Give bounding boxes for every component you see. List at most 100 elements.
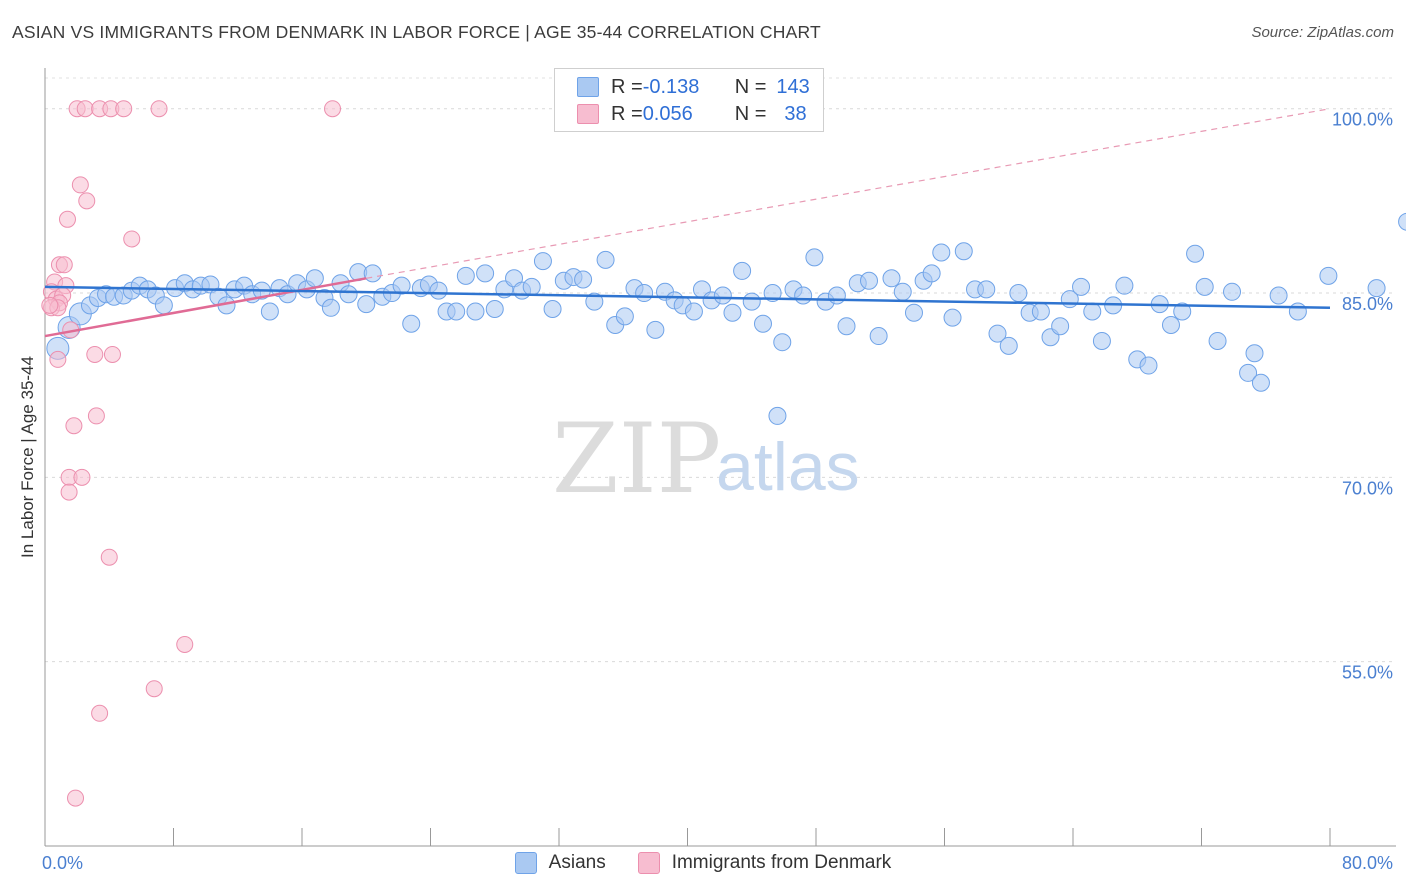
asians-point — [1239, 363, 1258, 382]
asians-point — [1031, 302, 1050, 321]
asians-point — [1223, 282, 1242, 301]
series-legend-asians[interactable]: Asians — [514, 852, 606, 874]
denmark-point — [58, 210, 76, 228]
denmark-point — [67, 789, 85, 807]
denmark-point — [76, 100, 94, 118]
asians-point — [357, 295, 376, 314]
asians-point — [1009, 284, 1028, 303]
asians-point — [402, 314, 421, 333]
denmark-point — [49, 350, 67, 368]
asians-point — [999, 336, 1018, 355]
asians-point — [260, 302, 279, 321]
asians-point — [1083, 302, 1102, 321]
denmark-point — [86, 345, 104, 363]
asians-point — [742, 292, 761, 311]
y-tick-label: 100.0% — [1332, 110, 1393, 130]
asians-point — [713, 286, 732, 305]
legend-r-label: R = — [611, 75, 643, 98]
asians-trend-line — [44, 285, 1331, 310]
gridlines — [45, 77, 1396, 663]
watermark: ZIP atlas — [552, 403, 860, 515]
asians-point — [456, 266, 475, 285]
asians-point — [522, 277, 541, 296]
asians-point — [684, 302, 703, 321]
asians-point — [1092, 331, 1111, 350]
asians-point — [827, 286, 846, 305]
x-tick-label: 80.0% — [1342, 853, 1393, 873]
asians-points — [46, 212, 1406, 425]
denmark-point — [123, 230, 141, 248]
denmark-point — [176, 635, 194, 653]
asians-point — [1251, 373, 1270, 392]
asians-point — [1269, 286, 1288, 305]
legend-n-value: 143 — [776, 75, 810, 98]
denmark-trend-extension — [366, 108, 1331, 279]
denmark-point — [87, 407, 105, 425]
asians-point — [339, 285, 358, 304]
asians-point — [1367, 279, 1386, 298]
asians-point — [1161, 315, 1180, 334]
asians-point — [768, 406, 787, 425]
denmark-trend-line — [44, 277, 367, 338]
asians-point — [773, 333, 792, 352]
denmark-point — [65, 417, 83, 435]
legend-r-value: 0.056 — [642, 102, 693, 125]
denmark-point — [55, 256, 73, 274]
asians-point — [794, 286, 813, 305]
asians-point — [882, 269, 901, 288]
legend-row-denmark: R = 0.056 N = 38 — [577, 102, 807, 126]
asians-point — [615, 307, 634, 326]
denmark-point — [145, 680, 163, 698]
asians-point — [1072, 277, 1091, 296]
asians-point — [543, 300, 562, 319]
asians-point — [466, 302, 485, 321]
asians-point — [392, 276, 411, 295]
asians-point — [805, 248, 824, 267]
legend-r-label: R = — [611, 102, 643, 125]
y-tick-label: 70.0% — [1342, 478, 1393, 498]
asians-point — [363, 264, 382, 283]
denmark-point — [78, 192, 96, 210]
y-tick-label: 85.0% — [1342, 294, 1393, 314]
legend-n-label: N = — [734, 75, 767, 98]
denmark-point — [115, 100, 133, 118]
asians-point — [904, 303, 923, 322]
denmark-point — [100, 548, 118, 566]
asians-point — [596, 250, 615, 269]
denmark-point — [150, 100, 168, 118]
asians-point — [932, 243, 951, 262]
correlation-legend: R = -0.138 N = 143 R = 0.056 N = 38 — [554, 68, 824, 132]
trend-lines — [44, 108, 1331, 338]
asians-point — [485, 300, 504, 319]
source-credit: Source: ZipAtlas.com — [1251, 24, 1394, 41]
denmark-point — [71, 176, 89, 194]
asians-point — [869, 327, 888, 346]
asians-point — [837, 317, 856, 336]
chart-title: ASIAN VS IMMIGRANTS FROM DENMARK IN LABO… — [12, 22, 821, 42]
asians-point — [733, 261, 752, 280]
axes — [44, 68, 1396, 847]
asians-point — [585, 292, 604, 311]
watermark-zip: ZIP — [552, 403, 721, 515]
denmark-point — [91, 704, 109, 722]
denmark-point — [103, 345, 121, 363]
asians-point — [533, 252, 552, 271]
asians-point — [988, 324, 1007, 343]
asians-point — [1319, 266, 1338, 285]
series-swatch-denmark — [637, 852, 660, 874]
asians-point — [860, 271, 879, 290]
asians-point — [476, 264, 495, 283]
series-legend-denmark[interactable]: Immigrants from Denmark — [637, 852, 892, 874]
asians-point — [447, 302, 466, 321]
legend-swatch-denmark — [577, 104, 599, 124]
asians-point — [1139, 356, 1158, 375]
legend-swatch-asians — [577, 77, 599, 97]
y-tick-label: 55.0% — [1342, 663, 1393, 683]
series-label-denmark: Immigrants from Denmark — [671, 852, 892, 873]
legend-r-value: -0.138 — [642, 75, 700, 98]
watermark-atlas: atlas — [716, 429, 860, 505]
asians-point — [154, 296, 173, 315]
asians-point — [646, 320, 665, 339]
x-tick-label: 0.0% — [42, 853, 83, 873]
